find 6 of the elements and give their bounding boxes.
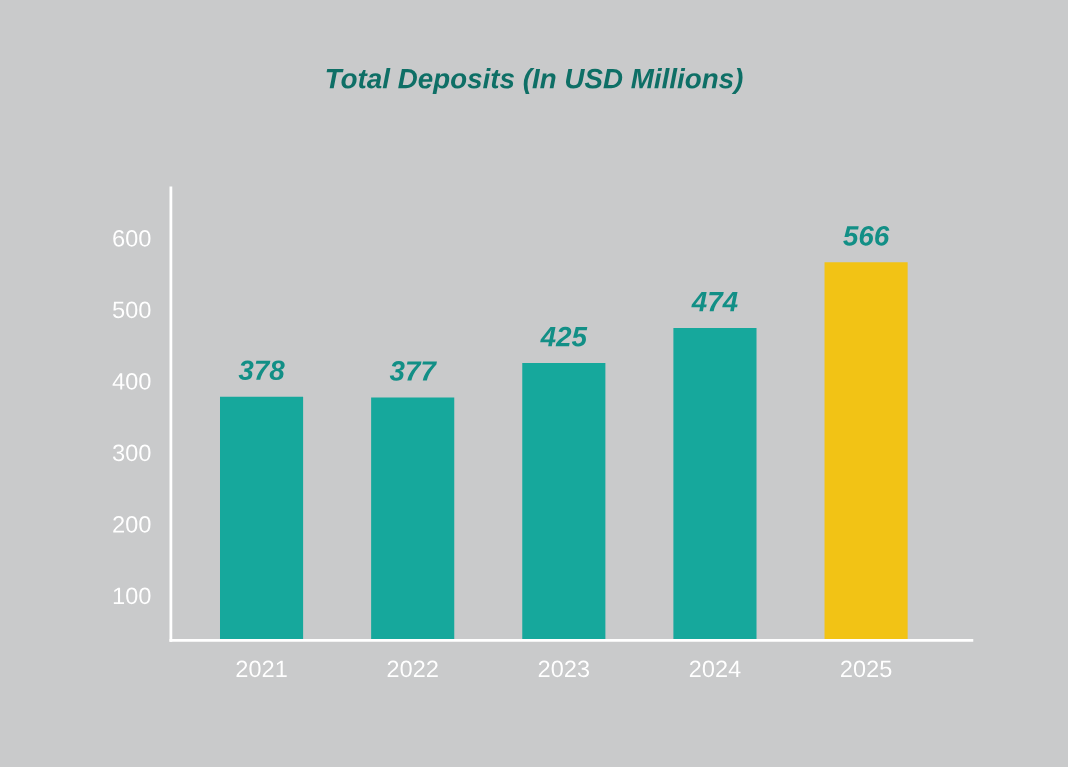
data-label: 566 <box>843 225 890 246</box>
data-label: 425 <box>540 326 588 347</box>
data-label: 378 <box>238 360 285 381</box>
chart-title: Total Deposits (In USD Millions) <box>326 68 743 94</box>
data-label: 377 <box>389 361 437 381</box>
data-label: 474 <box>691 292 738 312</box>
